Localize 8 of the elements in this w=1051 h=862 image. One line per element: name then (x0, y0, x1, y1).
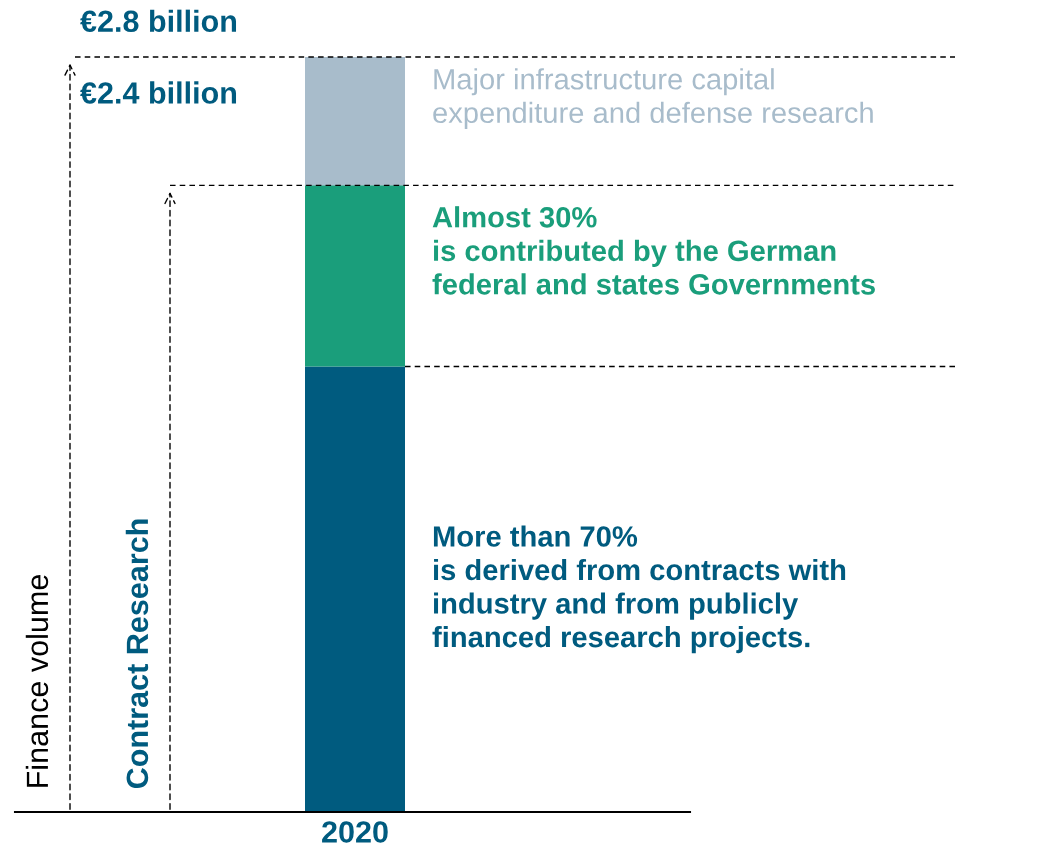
text: Finance volume (25, 575, 49, 787)
x-tick-label: 2020 (322, 821, 388, 843)
annotation: More than 70% is derived from contracts with industry and from publicly financed research projects. (432, 525, 846, 654)
ref-line-label: €2.8 billion (80, 9, 237, 33)
annotation: Almost 30% is contributed by the German federal and states Governments (432, 206, 875, 295)
legend-label: €2.4 billion (80, 81, 237, 104)
text: Contract Research (125, 519, 149, 789)
annotation: Major infrastructure capital expenditure and defense research (433, 68, 873, 129)
